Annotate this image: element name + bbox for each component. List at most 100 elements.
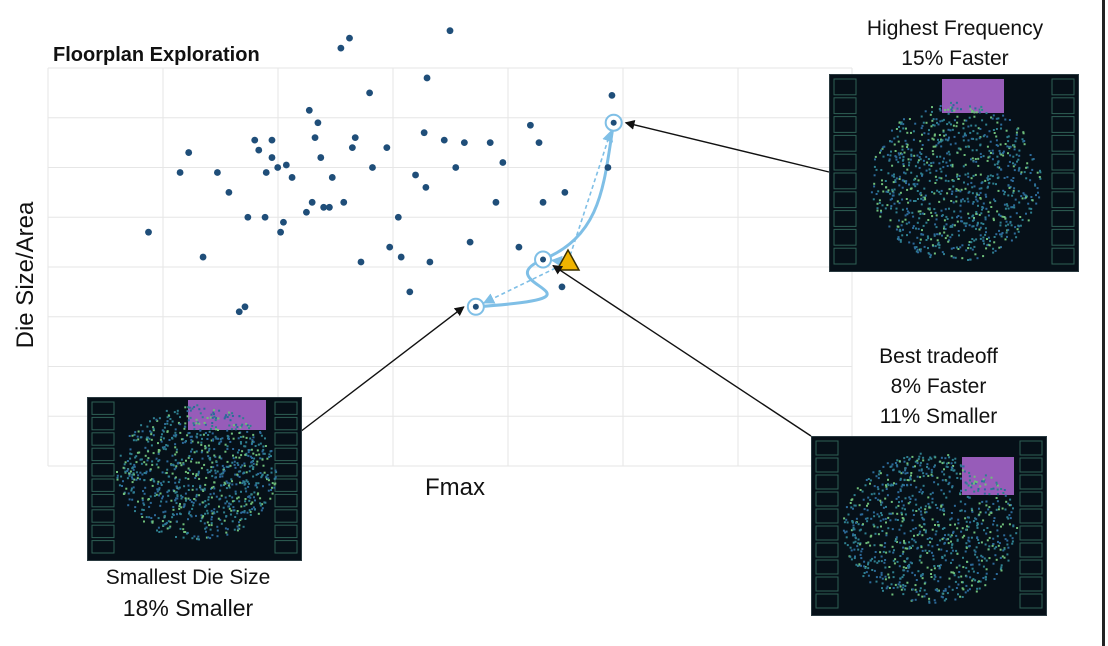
floorplan-cell — [890, 207, 892, 210]
floorplan-cell — [863, 508, 866, 511]
floorplan-cell — [976, 132, 979, 135]
floorplan-cell — [859, 542, 862, 545]
floorplan-cell — [947, 542, 950, 545]
floorplan-cell — [141, 508, 144, 511]
floorplan-cell — [196, 421, 199, 424]
floorplan-cell — [148, 516, 151, 519]
floorplan-cell — [845, 506, 848, 509]
floorplan-cell — [228, 507, 231, 510]
floorplan-cell — [980, 212, 983, 215]
floorplan-cell — [1007, 184, 1010, 187]
floorplan-cell — [174, 443, 177, 446]
floorplan-cell — [936, 189, 939, 192]
data-point-53 — [492, 198, 500, 206]
floorplan-cell — [884, 497, 887, 500]
floorplan-cell — [973, 531, 976, 534]
floorplan-cell — [875, 168, 878, 171]
floorplan-cell — [958, 571, 961, 573]
floorplan-cell — [1000, 569, 1003, 572]
floorplan-cell — [174, 491, 177, 494]
floorplan-cell — [252, 436, 255, 439]
floorplan-cell — [970, 563, 973, 566]
floorplan-cell — [998, 229, 1000, 232]
floorplan-cell — [967, 243, 970, 246]
floorplan-cell — [236, 473, 239, 476]
data-point-47 — [452, 164, 460, 171]
floorplan-cell — [234, 473, 237, 476]
floorplan-cell — [267, 479, 270, 482]
floorplan-cell — [158, 487, 161, 490]
floorplan-cell — [978, 513, 981, 516]
floorplan-cell — [946, 192, 949, 195]
floorplan-block — [1019, 525, 1043, 541]
floorplan-cell — [187, 419, 190, 422]
floorplan-cell — [902, 163, 905, 166]
floorplan-cell — [974, 482, 977, 485]
floorplan-cell — [926, 235, 929, 238]
floorplan-cell — [906, 547, 909, 550]
floorplan-cell — [918, 491, 921, 493]
floorplan-cell — [1009, 145, 1012, 148]
floorplan-cell — [163, 523, 166, 526]
floorplan-cell — [209, 537, 212, 540]
floorplan-cell — [929, 171, 932, 174]
floorplan-cell — [1030, 196, 1033, 198]
floorplan-cell — [880, 169, 883, 171]
floorplan-cell — [979, 191, 982, 194]
floorplan-cell — [241, 450, 244, 453]
floorplan-cell — [919, 241, 921, 244]
floorplan-cell — [960, 200, 963, 203]
floorplan-cell — [909, 530, 912, 533]
floorplan-cell — [218, 455, 221, 458]
floorplan-cell — [944, 228, 947, 230]
floorplan-cell — [891, 190, 894, 193]
floorplan-cell — [954, 523, 956, 526]
floorplan-block — [91, 463, 115, 477]
floorplan-cell — [934, 145, 937, 148]
floorplan-cell — [198, 538, 200, 541]
floorplan-cell — [948, 490, 951, 493]
floorplan-cell — [213, 512, 216, 515]
callout-highest-frequency-note: 15% Faster — [901, 47, 1009, 70]
floorplan-cell — [1013, 187, 1016, 190]
floorplan-cell — [864, 532, 867, 535]
floorplan-cell — [981, 480, 984, 483]
floorplan-cell — [948, 159, 951, 162]
floorplan-cell — [995, 546, 998, 549]
floorplan-cell — [959, 477, 962, 480]
floorplan-cell — [858, 529, 861, 532]
floorplan-cell — [886, 474, 889, 477]
floorplan-cell — [888, 159, 891, 162]
floorplan-cell — [1007, 517, 1010, 520]
floorplan-cell — [984, 584, 987, 587]
floorplan-cell — [951, 110, 954, 112]
floorplan-cell — [126, 468, 129, 471]
floorplan-cell — [1015, 133, 1018, 136]
floorplan-cell — [906, 581, 909, 584]
floorplan-cell — [1017, 127, 1020, 130]
floorplan-cell — [873, 560, 876, 563]
floorplan-block — [1019, 457, 1043, 473]
floorplan-cell — [216, 535, 219, 538]
floorplan-cell — [967, 570, 970, 573]
arrow-to-highest — [567, 130, 614, 263]
data-point-16 — [277, 228, 284, 236]
floorplan-cell — [901, 179, 904, 182]
floorplan-cell — [959, 246, 962, 249]
floorplan-cell — [928, 506, 931, 509]
floorplan-cell — [925, 511, 928, 514]
floorplan-cell — [900, 152, 902, 155]
floorplan-cell — [949, 236, 952, 239]
floorplan-cell — [919, 250, 922, 253]
floorplan-cell — [188, 455, 191, 457]
floorplan-cell — [940, 145, 943, 148]
floorplan-cell — [933, 565, 936, 567]
floorplan-cell — [217, 517, 220, 520]
floorplan-cell — [954, 580, 957, 583]
floorplan-cell — [901, 153, 904, 156]
floorplan-cell — [928, 550, 931, 553]
floorplan-cell — [949, 518, 952, 521]
floorplan-cell — [1021, 138, 1024, 141]
floorplan-cell — [168, 526, 171, 529]
